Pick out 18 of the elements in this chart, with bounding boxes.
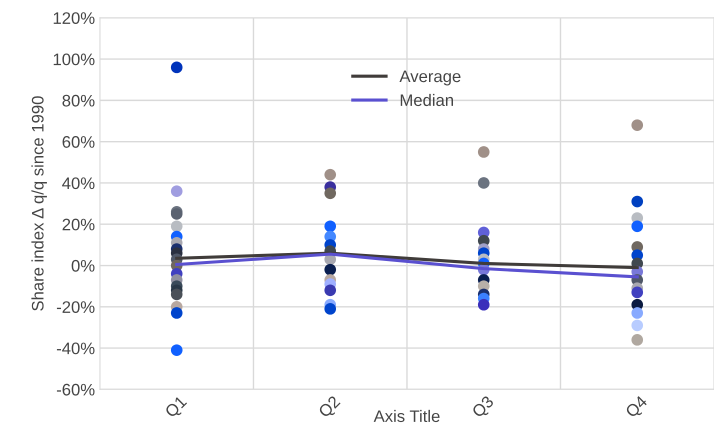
x-tick-label: Q2 xyxy=(318,395,343,420)
y-tick-label: 60% xyxy=(62,136,95,148)
y-tick-label: -20% xyxy=(56,301,95,314)
x-tick-label: Q3 xyxy=(471,395,496,420)
legend-label: Median xyxy=(400,94,454,106)
y-tick-label: 20% xyxy=(62,218,95,230)
legend-label: Average xyxy=(399,70,460,86)
x-axis-title: Axis Title xyxy=(374,410,440,422)
y-tick-label: 120% xyxy=(54,12,95,24)
y-tick-label: -60% xyxy=(56,384,95,396)
y-tick-label: 40% xyxy=(62,177,95,190)
y-tick-label: 80% xyxy=(62,94,95,107)
y-tick-label: 0% xyxy=(72,260,95,272)
y-tick-label: 100% xyxy=(54,53,95,66)
y-tick-label: -40% xyxy=(56,342,95,354)
y-axis-title: Share index Δ q/q since 1990 xyxy=(31,96,47,311)
x-tick-label: Q1 xyxy=(164,395,190,420)
x-tick-label: Q4 xyxy=(624,394,650,420)
